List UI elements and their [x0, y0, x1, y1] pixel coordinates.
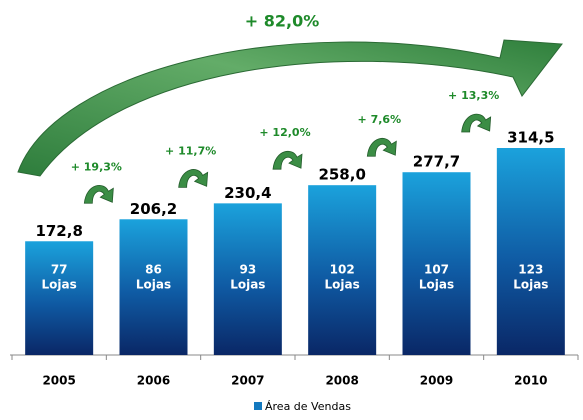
store-count: 123 — [518, 263, 543, 277]
x-tick-label: 2009 — [420, 374, 453, 388]
growth-label: + 13,3% — [448, 89, 499, 102]
bar — [213, 203, 282, 355]
total-growth-arrow — [17, 39, 563, 177]
growth-arrow — [178, 169, 209, 188]
store-label: Lojas — [419, 278, 454, 292]
bar — [119, 219, 188, 355]
x-tick-label: 2007 — [231, 374, 264, 388]
store-label: Lojas — [136, 278, 171, 292]
bar — [402, 172, 471, 355]
store-count: 86 — [145, 263, 162, 277]
value-label: 314,5 — [507, 129, 554, 147]
value-label: 277,7 — [413, 153, 460, 171]
growth-arrow — [83, 185, 114, 204]
store-label: Lojas — [230, 278, 265, 292]
value-label: 258,0 — [318, 166, 365, 184]
bar — [496, 148, 565, 355]
growth-label: + 12,0% — [259, 126, 310, 139]
bar — [308, 185, 377, 355]
growth-label: + 7,6% — [358, 113, 402, 126]
growth-arrow — [272, 150, 303, 170]
growth-label: + 19,3% — [71, 160, 122, 173]
growth-arrow — [461, 113, 492, 133]
total-growth: + 82,0% — [245, 12, 319, 31]
bar — [25, 241, 94, 355]
legend-swatch — [254, 402, 262, 410]
store-label: Lojas — [513, 278, 548, 292]
growth-label: + 11,7% — [165, 144, 216, 157]
legend-label: Área de Vendas — [265, 400, 351, 413]
value-label: 230,4 — [224, 184, 271, 202]
value-label: 206,2 — [130, 200, 177, 218]
store-label: Lojas — [325, 278, 360, 292]
x-tick-label: 2008 — [325, 374, 358, 388]
value-label: 172,8 — [35, 222, 82, 240]
growth-arrow — [366, 137, 397, 157]
store-count: 102 — [330, 263, 355, 277]
x-tick-label: 2005 — [42, 374, 75, 388]
x-tick-label: 2010 — [514, 374, 547, 388]
x-tick-label: 2006 — [137, 374, 170, 388]
store-count: 107 — [424, 263, 449, 277]
store-count: 77 — [51, 263, 68, 277]
store-count: 93 — [239, 263, 256, 277]
store-label: Lojas — [42, 278, 77, 292]
